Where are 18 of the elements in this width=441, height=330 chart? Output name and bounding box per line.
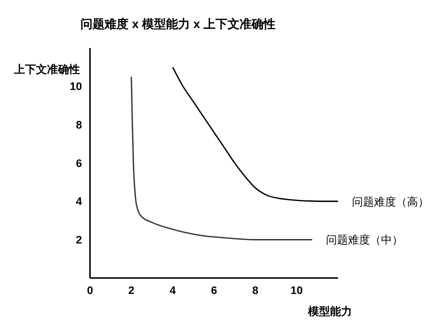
line-series <box>172 66 338 202</box>
y-axis-title: 上下文准确性 <box>14 62 80 77</box>
x-tick-label: 0 <box>86 284 94 297</box>
x-tick-label: 10 <box>290 284 303 297</box>
y-tick-label: 6 <box>76 158 82 170</box>
line-series <box>130 76 313 240</box>
chart-title: 问题难度 x 模型能力 x 上下文准确性 <box>80 16 276 33</box>
series-label: 问题难度（中） <box>326 234 404 247</box>
y-tick-label: 10 <box>70 81 82 94</box>
x-tick-label: 6 <box>210 284 218 297</box>
y-tick-label: 8 <box>76 120 82 132</box>
series-label: 问题难度（高） <box>352 195 429 208</box>
x-axis-title: 模型能力 <box>308 304 352 319</box>
y-tick-label: 2 <box>76 234 82 247</box>
y-tick-label: 4 <box>76 196 83 208</box>
x-tick-label: 4 <box>170 284 177 297</box>
x-tick-label: 8 <box>252 284 258 297</box>
x-tick-label: 2 <box>128 284 134 297</box>
